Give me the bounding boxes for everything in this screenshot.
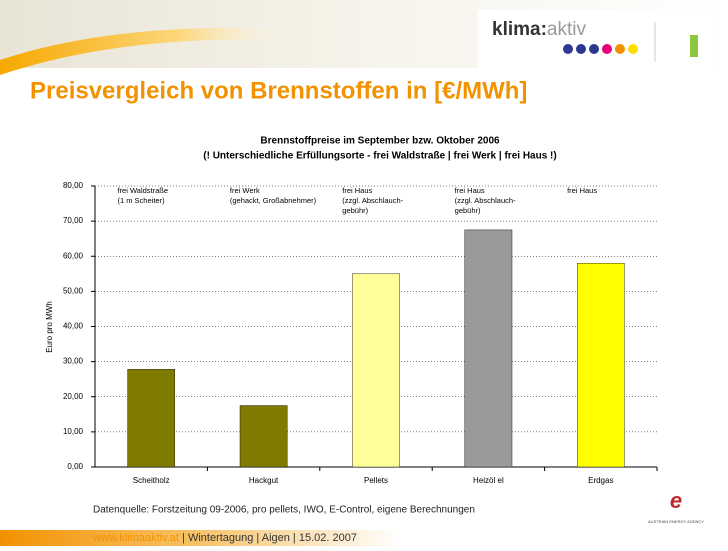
logo: klima:aktiv: [492, 19, 586, 40]
footer-band: [0, 530, 400, 546]
bar: [127, 369, 176, 468]
logo-left: klima:: [492, 19, 547, 40]
x-tick-label: Heizöl el: [473, 476, 504, 485]
bar: [352, 273, 400, 468]
bar: [239, 405, 288, 468]
annotation: frei Waldstraße: [117, 186, 168, 195]
annotation: (zzgl. Abschlauch-: [455, 196, 516, 205]
chart-subtitle: (! Unterschiedliche Erfüllungsorte - fre…: [203, 151, 556, 162]
annotation: gebühr): [455, 206, 481, 215]
y-tick-label: 50,00: [63, 286, 84, 295]
x-tick-label: Scheitholz: [133, 476, 170, 485]
annotation: frei Haus: [342, 186, 372, 195]
annotation: (gehackt, Großabnehmer): [230, 196, 317, 205]
x-tick-label: Pellets: [364, 476, 388, 485]
logo-box: [478, 10, 718, 68]
footer-text: | Wintertagung | Aigen | 15.02. 2007: [179, 532, 357, 544]
agency-logo: e: [670, 488, 682, 513]
bar: [464, 229, 513, 468]
annotation: frei Werk: [230, 186, 260, 195]
side-logo: [690, 35, 698, 57]
annotation: gebühr): [342, 206, 368, 215]
y-axis-label: Euro pro MWh: [45, 301, 54, 353]
logo-right: aktiv: [547, 19, 587, 40]
source: Datenquelle: Forstzeitung 09-2006, pro p…: [93, 505, 475, 516]
x-tick-label: Erdgas: [588, 476, 613, 485]
swoosh: [0, 28, 300, 75]
y-tick-label: 20,00: [63, 392, 84, 401]
y-tick-label: 40,00: [63, 322, 84, 331]
agency-name: AUSTRIAN ENERGY AGENCY: [648, 519, 704, 524]
logo-dots: [563, 44, 638, 54]
y-tick-label: 80,00: [63, 181, 84, 190]
annotation: frei Haus: [567, 186, 597, 195]
x-tick-label: Hackgut: [249, 476, 279, 485]
y-tick-label: 60,00: [63, 251, 84, 260]
plot: 0,00 10,00 20,00 30,00 40,00 50,00 60,00 70,00 8…: [63, 181, 658, 485]
bar: [576, 263, 625, 468]
annotation: (zzgl. Abschlauch-: [342, 196, 403, 205]
y-tick-label: 30,00: [63, 357, 84, 366]
slide-title: Preisvergleich von Brennstoffen in [€/MW…: [30, 77, 527, 104]
footer: www.klimaaktiv.at | Wintertagung | Aigen…: [92, 532, 357, 544]
annotation: (1 m Scheiter): [117, 196, 165, 205]
footer-url: www.klimaaktiv.at: [92, 532, 179, 544]
y-tick-label: 70,00: [63, 216, 84, 225]
y-tick-label: 10,00: [63, 427, 84, 436]
chart-title: Brennstoffpreise im September bzw. Oktob…: [260, 136, 500, 147]
annotation: frei Haus: [455, 186, 485, 195]
y-tick-label: 0,00: [67, 462, 83, 471]
